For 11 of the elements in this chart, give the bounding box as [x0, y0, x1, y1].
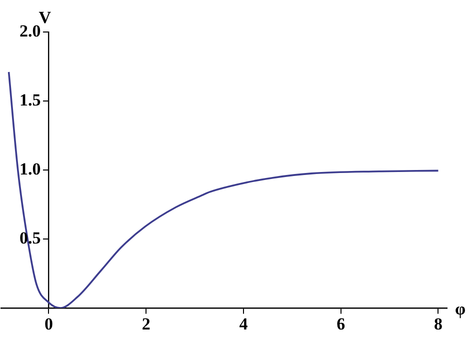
x-axis-title: φ [455, 299, 466, 318]
x-tick-label: 0 [44, 314, 53, 334]
x-tick-label: 4 [239, 314, 248, 334]
line-series [8, 71, 440, 308]
y-tick-label: 1.5 [19, 90, 41, 110]
x-tick-label: 8 [434, 314, 442, 334]
y-axis-title: V [38, 8, 52, 27]
y-tick-label: 2.0 [19, 21, 41, 40]
x-tick-label: 6 [336, 314, 346, 334]
y-tick-label: 1.0 [19, 159, 41, 178]
x-tick-label: 2 [142, 314, 150, 334]
